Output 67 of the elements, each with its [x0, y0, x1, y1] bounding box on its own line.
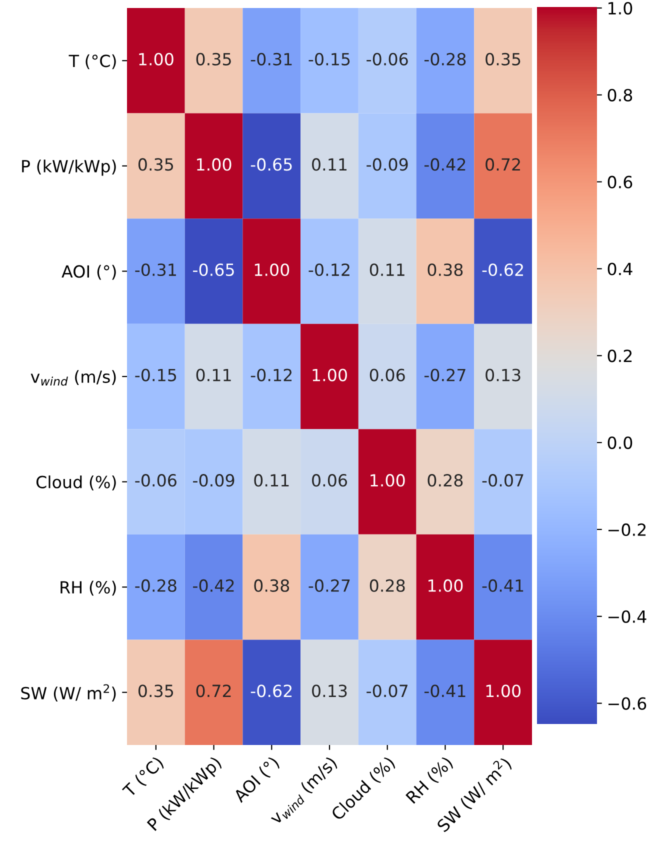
data-label: -0.31: [135, 263, 176, 276]
data-label: 0.72: [196, 684, 231, 698]
data-label: 0.13: [312, 684, 347, 698]
data-label: 0.06: [370, 368, 405, 382]
data-label: -0.65: [250, 158, 292, 171]
data-label: 0.28: [370, 579, 405, 592]
data-label: -0.12: [308, 263, 350, 276]
y-tick-label: RH (%): [60, 580, 116, 596]
color-bar-label: 1.0: [608, 2, 632, 15]
color-bar-label: 0.8: [608, 88, 632, 102]
y-tick-label: Cloud (%): [36, 475, 116, 490]
data-label: 0.35: [138, 158, 174, 171]
data-label: 0.13: [486, 368, 520, 382]
data-label: -0.65: [193, 263, 234, 276]
x-tick-label: AOI (°): [232, 756, 282, 805]
data-label: 0.11: [196, 368, 231, 382]
data-label: 1.00: [486, 684, 521, 698]
data-label: 0.35: [486, 52, 520, 66]
data-label: 1.00: [428, 579, 463, 592]
data-label: 1.00: [197, 158, 232, 171]
data-label: -0.15: [308, 52, 350, 66]
data-label: -0.09: [193, 474, 234, 487]
data-label: -0.07: [482, 474, 524, 487]
data-label: -0.28: [424, 52, 466, 66]
data-label: 0.11: [312, 158, 347, 171]
data-label: -0.06: [366, 52, 408, 66]
data-label: 0.28: [428, 474, 463, 487]
data-label: 0.38: [428, 263, 463, 276]
data-label: -0.15: [135, 368, 176, 382]
data-label: 0.11: [370, 263, 404, 276]
color-bar-label: −0.6: [608, 697, 646, 710]
data-label: 0.38: [254, 579, 290, 592]
data-label: -0.09: [366, 158, 408, 171]
data-label: 0.35: [138, 684, 174, 698]
data-label: 1.00: [139, 52, 174, 66]
y-tick-label: SW (W/ m$^{2}$): [21, 684, 116, 702]
data-label: 0.11: [254, 474, 289, 487]
color-bar-label: 0.0: [608, 436, 632, 450]
data-label: 1.00: [254, 263, 290, 276]
data-label: -0.41: [482, 579, 524, 592]
color-bar-label: 0.6: [608, 176, 632, 188]
data-label: -0.62: [250, 684, 292, 698]
data-label: -0.62: [482, 263, 523, 276]
y-tick-label: P (kW/kWp): [22, 160, 116, 176]
data-label: -0.42: [424, 158, 466, 171]
y-tick-label: v$_{wind}$ (m/s): [30, 370, 116, 386]
color-bar-label: −0.4: [608, 610, 646, 623]
y-tick-label: AOI (°): [62, 264, 116, 280]
data-label: -0.27: [308, 579, 350, 592]
data-label: 0.72: [486, 158, 520, 171]
data-label: -0.28: [135, 579, 176, 592]
data-label: -0.31: [250, 52, 292, 66]
data-label: -0.41: [424, 684, 466, 698]
data-label: 0.35: [196, 52, 231, 66]
data-label: 1.00: [312, 368, 347, 382]
data-label: -0.27: [424, 368, 466, 382]
x-tick-label: RH (%): [405, 756, 455, 806]
color-bar-label: −0.2: [608, 523, 646, 536]
color-bar-label: 0.4: [608, 262, 632, 276]
data-label: -0.12: [250, 368, 292, 382]
color-bar-label: 0.2: [608, 350, 632, 362]
data-label: -0.42: [193, 579, 234, 592]
data-label: 1.00: [370, 474, 405, 487]
data-label: -0.06: [135, 474, 176, 487]
y-tick-label: T (°C): [68, 54, 116, 70]
data-label: 0.06: [312, 474, 348, 487]
data-label: -0.07: [366, 684, 408, 698]
